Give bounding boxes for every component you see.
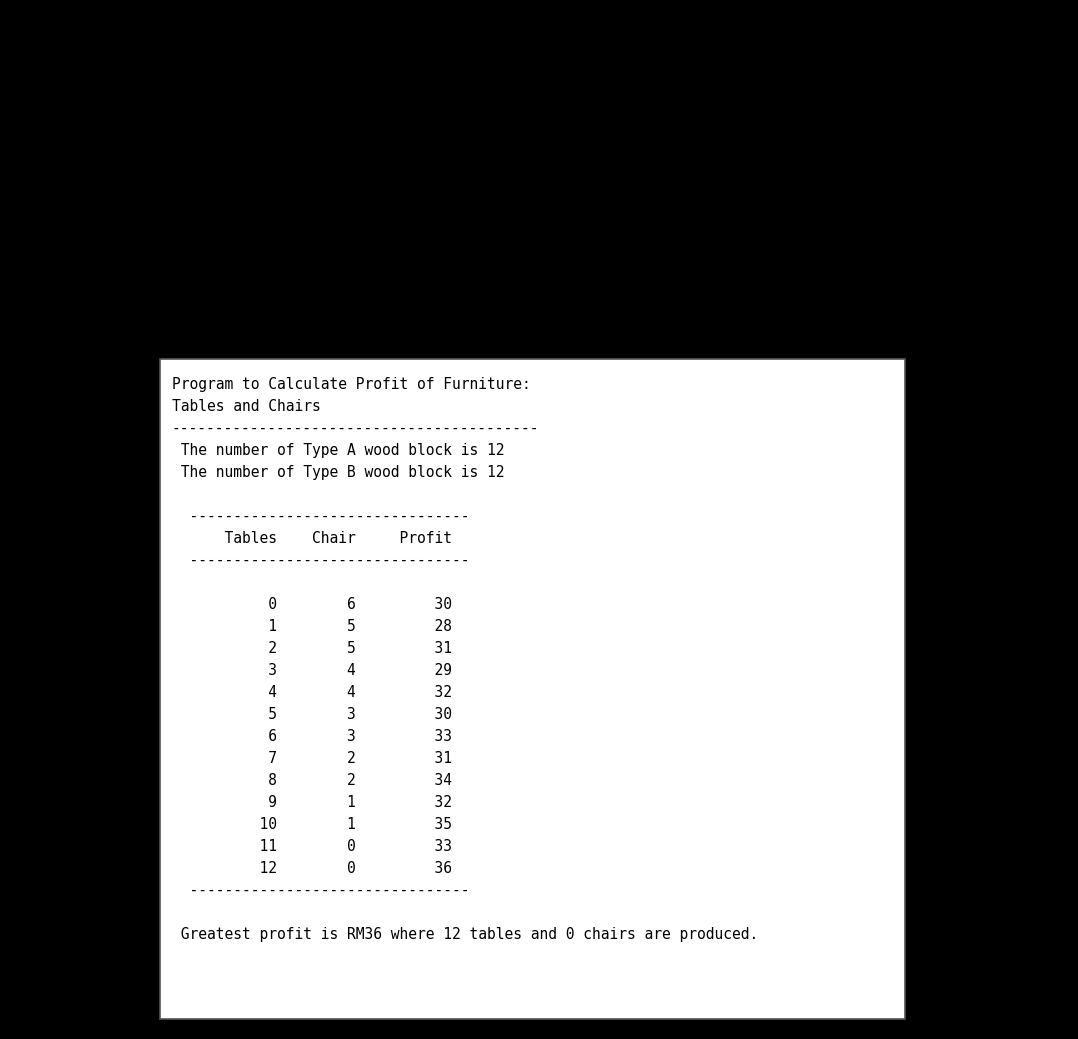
Text: main (): main ()	[588, 205, 662, 223]
Text: function calling other: function calling other	[650, 205, 841, 223]
Text: •: •	[180, 169, 192, 188]
Text: 2        5         31: 2 5 31	[172, 641, 452, 656]
Text: 10        1         35: 10 1 35	[172, 817, 452, 832]
Text: M: M	[514, 75, 531, 94]
Text: N: N	[628, 37, 642, 55]
Text: 6        3         33: 6 3 33	[172, 729, 452, 744]
Text: Sample outputs are given as follows:: Sample outputs are given as follows:	[165, 329, 487, 347]
Text: M: M	[536, 37, 553, 55]
Text: the profit obtain using array.: the profit obtain using array.	[201, 133, 448, 151]
Text: The program should prompt the user to input: The program should prompt the user to in…	[201, 75, 602, 94]
Text: 11        0         33: 11 0 33	[172, 840, 452, 854]
Text: 3        4         29: 3 4 29	[172, 663, 452, 678]
Text: 8        2         34: 8 2 34	[172, 773, 452, 788]
Text: 9        1         32: 9 1 32	[172, 795, 452, 810]
Text: •: •	[180, 205, 192, 224]
Text: 4        4         32: 4 4 32	[172, 685, 452, 700]
Text: •: •	[180, 285, 192, 304]
Text: .: .	[571, 75, 577, 94]
Text: 7        2         31: 7 2 31	[172, 751, 452, 766]
Text: N: N	[562, 75, 577, 94]
Text: 0        6         30: 0 6 30	[172, 597, 452, 612]
Text: The program should be written in modular form with the: The program should be written in modular…	[201, 205, 699, 223]
Text: and: and	[524, 75, 568, 94]
Text: --------------------------------: --------------------------------	[172, 883, 470, 898]
Text: Write a complete C++ program to help the manufacturer determine the greatest pro: Write a complete C++ program to help the…	[165, 15, 987, 33]
Text: The number of Type A wood block is 12: The number of Type A wood block is 12	[172, 443, 505, 458]
Text: function as parameters.: function as parameters.	[201, 249, 409, 267]
Bar	[160, 359, 906, 1019]
Text: type A and: type A and	[545, 37, 651, 55]
Text: --------------------------------: --------------------------------	[172, 553, 470, 568]
Text: Tables    Chair     Profit: Tables Chair Profit	[172, 531, 452, 547]
Text: 5        3         30: 5 3 30	[172, 707, 452, 722]
Text: 1        5         28: 1 5 28	[172, 619, 452, 634]
Text: ------------------------------------------: ----------------------------------------…	[172, 421, 539, 436]
Text: Tables and Chairs: Tables and Chairs	[172, 399, 321, 414]
Text: type B wood blocks.: type B wood blocks.	[637, 37, 818, 55]
Text: The number of Type B wood block is 12: The number of Type B wood block is 12	[172, 465, 505, 480]
Text: •: •	[180, 111, 192, 130]
Text: functions. If arrays are involved in the function, the arrays should be passed i: functions. If arrays are involved in the…	[201, 227, 940, 245]
Text: •: •	[180, 75, 192, 94]
Text: Program to Calculate Profit of Furniture:: Program to Calculate Profit of Furniture…	[172, 377, 530, 392]
Text: from making tables and chairs with a given number of: from making tables and chairs with a giv…	[165, 37, 645, 55]
Text: Lastly, display the output to an external .txt file.: Lastly, display the output to an externa…	[201, 285, 621, 303]
Text: The program should also identify the greatest profit and make a concluding remar: The program should also identify the gre…	[201, 169, 935, 187]
Text: Greatest profit is RM36 where 12 tables and 0 chairs are produced.: Greatest profit is RM36 where 12 tables …	[172, 927, 758, 942]
Text: 12        0         36: 12 0 36	[172, 861, 452, 876]
Text: --------------------------------: --------------------------------	[172, 509, 470, 524]
Text: Then tabulates all the combinations of tables and chairs possibly made, and calc: Then tabulates all the combinations of t…	[201, 111, 960, 129]
